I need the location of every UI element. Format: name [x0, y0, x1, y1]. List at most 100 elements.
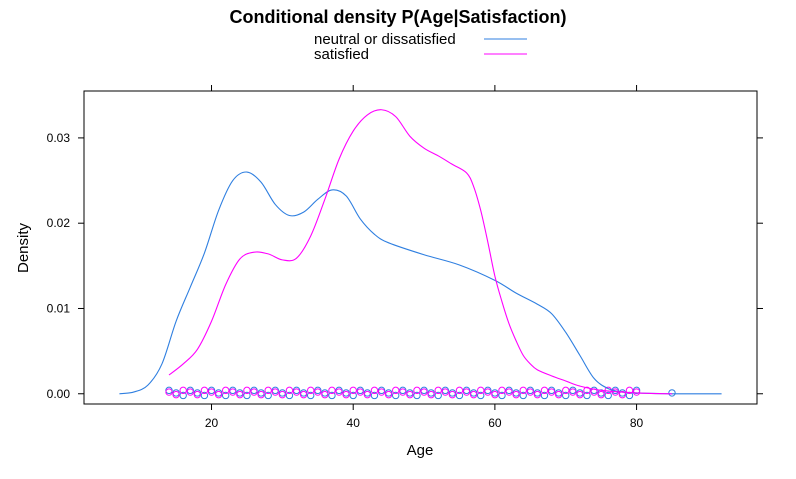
- rug-point-satisfied-33: [399, 388, 407, 396]
- rug-point-satisfied-58: [576, 390, 584, 399]
- rug-point-satisfied-31: [384, 390, 393, 399]
- rug-point-satisfied-10: [236, 390, 244, 399]
- rug-point-satisfied-13: [257, 390, 265, 399]
- x-tick-label-3: 80: [630, 416, 644, 430]
- rug-point-satisfied-9: [229, 388, 237, 396]
- rug-point-satisfied-26: [349, 386, 357, 395]
- rug-point-satisfied-46: [491, 390, 499, 399]
- rug-point-satisfied-7: [214, 390, 223, 399]
- rug-point-satisfied-40: [448, 390, 457, 399]
- rug-point-satisfied-48: [505, 388, 513, 396]
- x-tick-label-0: 20: [205, 416, 219, 430]
- rug-point-neutral-23: [328, 391, 336, 400]
- rug-point-neutral-8: [221, 391, 230, 400]
- y-tick-label-0: 0.00: [47, 387, 71, 401]
- rug-point-neutral-35: [413, 391, 421, 400]
- rug-point-satisfied-21: [314, 388, 322, 396]
- y-tick-label-3: 0.03: [47, 131, 71, 145]
- rug-point-satisfied-2: [179, 386, 187, 395]
- rug-point-neutral-11: [243, 391, 251, 400]
- rug-point-satisfied-37: [427, 390, 435, 399]
- rug-point-satisfied-18: [292, 388, 301, 396]
- x-axis-label: Age: [407, 442, 434, 459]
- rug-point-satisfied-11: [243, 386, 251, 395]
- rug-point-satisfied-17: [285, 386, 294, 395]
- rug-point-satisfied-43: [469, 390, 478, 399]
- rug-point-satisfied-32: [392, 386, 400, 395]
- axes-ticks: 20 40 60 80 0.00 0.01 0.02 0.03: [47, 85, 763, 430]
- rug-point-satisfied-34: [406, 390, 414, 399]
- x-tick-label-2: 60: [488, 416, 502, 430]
- rug-point-neutral-26: [349, 391, 357, 400]
- rug-point-satisfied-8: [221, 386, 230, 395]
- rug-point-satisfied-0: [165, 388, 173, 396]
- rug-point-satisfied-49: [512, 390, 520, 399]
- rug-marks: [165, 386, 676, 400]
- rug-point-satisfied-28: [363, 390, 372, 399]
- rug-point-neutral-47: [498, 391, 506, 400]
- rug-point-satisfied-25: [342, 390, 350, 399]
- rug-point-neutral-44: [477, 391, 485, 400]
- legend: neutral or dissatisfied satisfied: [314, 31, 527, 63]
- rug-point-satisfied-42: [462, 388, 471, 396]
- rug-point-neutral-53: [540, 391, 549, 400]
- rug-point-neutral-5: [200, 391, 209, 400]
- rug-point-neutral-2: [179, 391, 187, 400]
- rug-point-neutral-67: [668, 389, 676, 397]
- rug-point-neutral-59: [583, 391, 591, 400]
- rug-point-satisfied-53: [540, 386, 549, 395]
- rug-point-satisfied-51: [526, 388, 535, 396]
- density-line-neutral: [119, 171, 722, 395]
- rug-point-satisfied-39: [441, 388, 449, 396]
- rug-point-satisfied-55: [554, 390, 563, 399]
- rug-point-satisfied-19: [299, 390, 308, 399]
- rug-point-satisfied-27: [356, 388, 364, 396]
- rug-point-satisfied-15: [271, 388, 279, 396]
- rug-point-satisfied-36: [420, 388, 428, 396]
- rug-point-satisfied-3: [186, 388, 194, 396]
- rug-point-satisfied-47: [498, 386, 506, 395]
- rug-point-satisfied-12: [250, 388, 258, 396]
- plot-frame: [83, 90, 758, 405]
- rug-point-satisfied-1: [172, 390, 180, 399]
- rug-point-satisfied-4: [193, 390, 202, 399]
- rug-point-satisfied-52: [533, 390, 542, 399]
- rug-point-satisfied-45: [484, 388, 492, 396]
- legend-label-neutral: neutral or dissatisfied: [314, 31, 456, 48]
- y-axis-label: Density: [15, 222, 32, 273]
- rug-point-satisfied-20: [306, 386, 315, 395]
- y-tick-label-2: 0.02: [47, 216, 71, 230]
- x-tick-label-1: 40: [347, 416, 361, 430]
- rug-point-neutral-14: [264, 391, 272, 400]
- density-line-satisfied: [168, 109, 673, 395]
- rug-point-satisfied-61: [597, 390, 605, 399]
- rug-point-satisfied-24: [335, 388, 343, 396]
- rug-point-satisfied-66: [632, 388, 641, 396]
- rug-point-satisfied-30: [377, 388, 386, 396]
- rug-point-satisfied-50: [519, 386, 527, 395]
- rug-point-neutral-41: [455, 391, 464, 400]
- legend-label-satisfied: satisfied: [314, 46, 369, 63]
- rug-point-satisfied-59: [583, 386, 591, 395]
- rug-point-satisfied-14: [264, 386, 272, 395]
- rug-point-satisfied-64: [618, 390, 627, 399]
- rug-point-neutral-56: [562, 391, 570, 400]
- rug-point-satisfied-38: [434, 386, 442, 395]
- rug-point-neutral-17: [285, 391, 294, 400]
- rug-point-satisfied-65: [625, 386, 634, 395]
- chart-title: Conditional density P(Age|Satisfaction): [229, 7, 566, 27]
- rug-point-satisfied-35: [413, 386, 421, 395]
- rug-point-neutral-38: [434, 391, 442, 400]
- rug-point-satisfied-56: [562, 386, 570, 395]
- rug-point-neutral-62: [604, 391, 612, 400]
- rug-point-satisfied-54: [547, 388, 556, 396]
- rug-point-satisfied-41: [455, 386, 464, 395]
- rug-point-neutral-20: [306, 391, 315, 400]
- rug-point-neutral-32: [392, 391, 400, 400]
- rug-point-satisfied-22: [321, 390, 329, 399]
- rug-point-satisfied-16: [278, 390, 287, 399]
- rug-point-satisfied-44: [477, 386, 485, 395]
- rug-point-neutral-29: [370, 391, 379, 400]
- rug-point-neutral-50: [519, 391, 527, 400]
